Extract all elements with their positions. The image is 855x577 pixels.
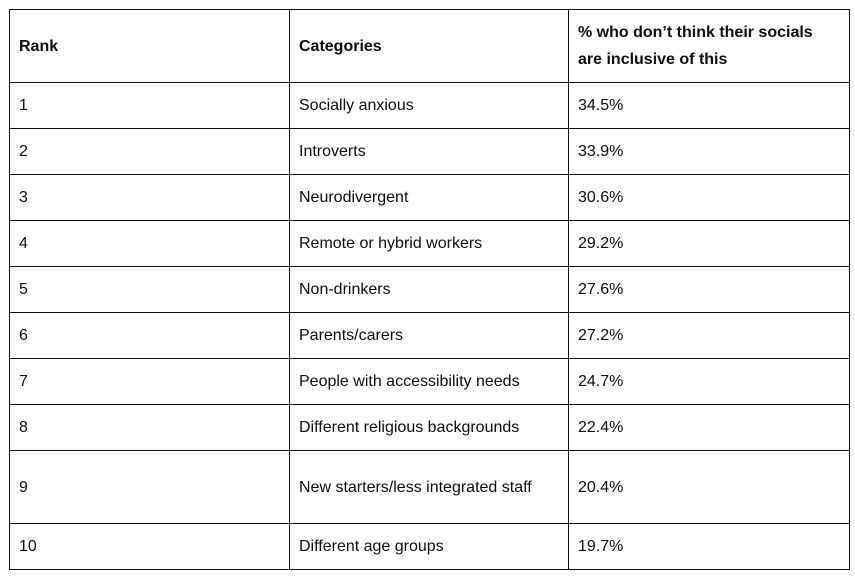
- percent-cell: 20.4%: [568, 450, 850, 524]
- percent-cell: 33.9%: [568, 128, 850, 175]
- table-header-row: Rank Categories % who don’t think their …: [9, 9, 850, 83]
- table-row: 9 New starters/less integrated staff 20.4%: [9, 450, 850, 524]
- rank-cell: 9: [9, 450, 290, 524]
- rank-cell: 6: [9, 312, 290, 359]
- percent-cell: 24.7%: [568, 358, 850, 405]
- percent-cell: 22.4%: [568, 404, 850, 451]
- header-percent: % who don’t think their socials are incl…: [568, 9, 850, 83]
- table-row: 6 Parents/carers 27.2%: [9, 312, 850, 359]
- table-row: 10 Different age groups 19.7%: [9, 523, 850, 570]
- percent-cell: 27.2%: [568, 312, 850, 359]
- table-row: 3 Neurodivergent 30.6%: [9, 174, 850, 221]
- percent-cell: 19.7%: [568, 523, 850, 570]
- percent-cell: 29.2%: [568, 220, 850, 267]
- category-cell: Different age groups: [289, 523, 569, 570]
- rank-cell: 7: [9, 358, 290, 405]
- category-cell: Different religious backgrounds: [289, 404, 569, 451]
- table-row: 7 People with accessibility needs 24.7%: [9, 358, 850, 405]
- category-cell: Introverts: [289, 128, 569, 175]
- header-rank: Rank: [9, 9, 290, 83]
- category-cell: Non-drinkers: [289, 266, 569, 313]
- table-row: 2 Introverts 33.9%: [9, 128, 850, 175]
- rank-cell: 1: [9, 82, 290, 129]
- rank-cell: 8: [9, 404, 290, 451]
- category-cell: People with accessibility needs: [289, 358, 569, 405]
- rank-cell: 2: [9, 128, 290, 175]
- category-cell: Neurodivergent: [289, 174, 569, 221]
- table-row: 5 Non-drinkers 27.6%: [9, 266, 850, 313]
- category-cell: Parents/carers: [289, 312, 569, 359]
- category-cell: New starters/less integrated staff: [289, 450, 569, 524]
- rank-cell: 4: [9, 220, 290, 267]
- inclusivity-ranking-table: Rank Categories % who don’t think their …: [9, 9, 850, 570]
- table-row: 8 Different religious backgrounds 22.4%: [9, 404, 850, 451]
- header-categories: Categories: [289, 9, 569, 83]
- table-row: 1 Socially anxious 34.5%: [9, 82, 850, 129]
- table-row: 4 Remote or hybrid workers 29.2%: [9, 220, 850, 267]
- percent-cell: 27.6%: [568, 266, 850, 313]
- rank-cell: 5: [9, 266, 290, 313]
- rank-cell: 3: [9, 174, 290, 221]
- category-cell: Remote or hybrid workers: [289, 220, 569, 267]
- rank-cell: 10: [9, 523, 290, 570]
- percent-cell: 30.6%: [568, 174, 850, 221]
- percent-cell: 34.5%: [568, 82, 850, 129]
- category-cell: Socially anxious: [289, 82, 569, 129]
